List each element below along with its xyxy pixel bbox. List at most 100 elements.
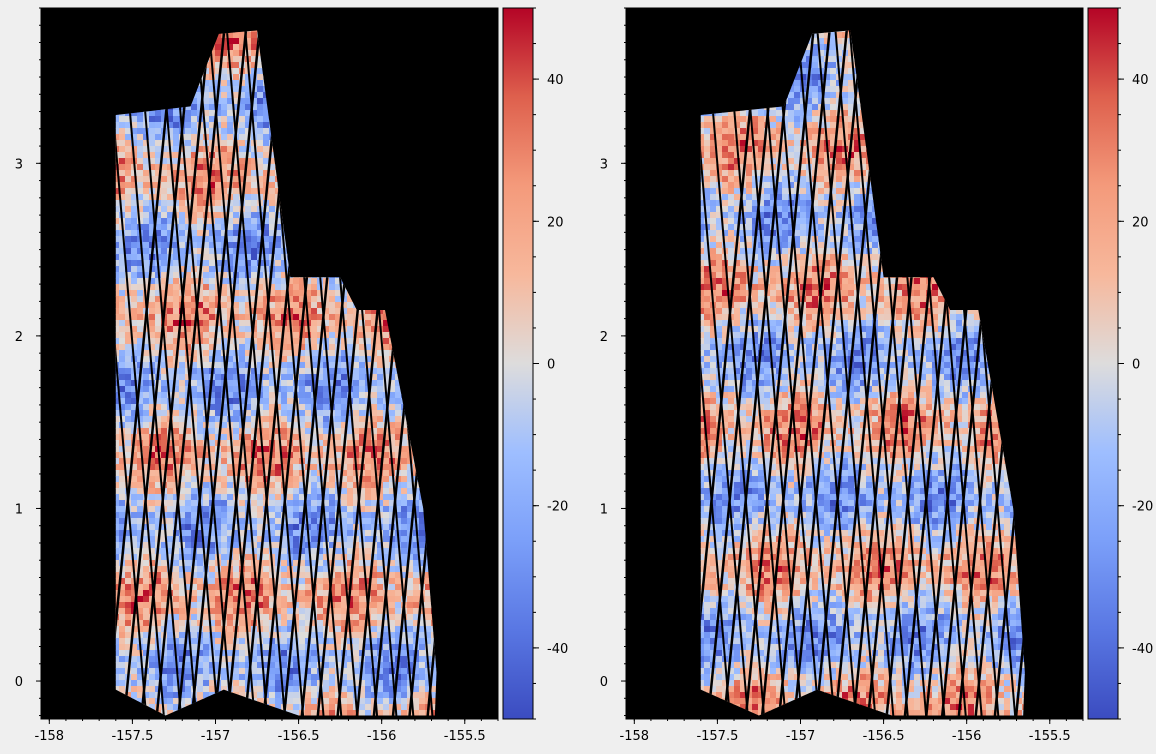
swath-cell bbox=[257, 218, 264, 225]
swath-cell bbox=[185, 326, 192, 333]
swath-cell bbox=[215, 338, 222, 345]
swath-cell bbox=[221, 314, 228, 321]
swath-cell bbox=[185, 146, 192, 153]
swath-cell bbox=[167, 122, 174, 129]
swath-cell bbox=[155, 236, 162, 243]
swath-cell bbox=[257, 170, 264, 177]
swath-cell bbox=[179, 326, 186, 333]
swath-cell bbox=[233, 170, 240, 177]
swath-cell bbox=[233, 176, 240, 183]
swath-cell bbox=[125, 134, 132, 141]
swath-cell bbox=[257, 356, 264, 363]
swath-cell bbox=[167, 290, 174, 297]
swath-cell bbox=[125, 332, 132, 339]
swath-cell bbox=[329, 302, 336, 309]
swath-cell bbox=[215, 188, 222, 195]
swath-cell bbox=[137, 206, 144, 213]
swath-cell bbox=[173, 326, 180, 333]
swath-cell bbox=[227, 122, 234, 129]
swath-cell bbox=[203, 158, 210, 165]
swath-cell bbox=[115, 254, 120, 261]
swath-cell bbox=[131, 296, 138, 303]
swath-cell bbox=[281, 302, 288, 309]
swath-cell bbox=[167, 266, 174, 273]
swath-cell bbox=[203, 74, 210, 81]
swath-cell bbox=[233, 110, 240, 117]
swath-cell bbox=[115, 140, 120, 147]
swath-cell bbox=[275, 290, 282, 297]
swath-cell bbox=[221, 68, 228, 75]
swath-cell bbox=[161, 200, 168, 207]
swath-cell bbox=[203, 230, 210, 237]
swath-cell bbox=[143, 362, 150, 369]
swath-cell bbox=[227, 338, 234, 345]
swath-cell bbox=[179, 248, 186, 255]
swath-cell bbox=[227, 170, 234, 177]
swath-cell bbox=[167, 194, 174, 201]
swath-cell bbox=[335, 380, 342, 387]
swath-cell bbox=[197, 92, 204, 99]
swath-cell bbox=[161, 236, 168, 243]
swath-cell bbox=[251, 200, 258, 207]
swath-cell bbox=[293, 332, 300, 339]
swath-cell bbox=[119, 266, 126, 273]
swath-cell bbox=[221, 50, 228, 57]
swath-cell bbox=[245, 38, 252, 45]
swath-cell bbox=[257, 236, 264, 243]
swath-cell bbox=[245, 260, 252, 267]
swath-cell bbox=[371, 374, 378, 381]
swath-cell bbox=[377, 392, 384, 399]
swath-cell bbox=[209, 350, 216, 357]
swath-cell bbox=[173, 158, 180, 165]
swath-cell bbox=[251, 98, 258, 105]
swath-cell bbox=[227, 356, 234, 363]
swath-cell bbox=[191, 350, 198, 357]
swath-cell bbox=[119, 182, 126, 189]
swath-cell bbox=[173, 152, 180, 159]
swath-cell bbox=[131, 176, 138, 183]
swath-cell bbox=[119, 290, 126, 297]
swath-cell bbox=[115, 266, 120, 273]
swath-cell bbox=[269, 326, 276, 333]
swath-cell bbox=[131, 290, 138, 297]
swath-cell bbox=[263, 122, 270, 129]
swath-cell bbox=[173, 134, 180, 141]
swath-cell bbox=[317, 332, 324, 339]
swath-cell bbox=[131, 242, 138, 249]
swath-cell bbox=[221, 296, 228, 303]
swath-cell bbox=[329, 314, 336, 321]
swath-cell bbox=[173, 332, 180, 339]
swath-cell bbox=[191, 206, 198, 213]
swath-cell bbox=[239, 284, 246, 291]
swath-cell bbox=[191, 158, 198, 165]
swath-cell bbox=[251, 284, 258, 291]
swath-cell bbox=[149, 386, 156, 393]
swath-cell bbox=[125, 176, 132, 183]
swath-cell bbox=[179, 380, 186, 387]
swath-cell bbox=[209, 278, 216, 285]
swath-cell bbox=[203, 92, 210, 99]
swath-cell bbox=[209, 122, 216, 129]
swath-cell bbox=[239, 86, 246, 93]
swath-cell bbox=[191, 392, 198, 399]
swath-cell bbox=[239, 302, 246, 309]
swath-cell bbox=[197, 284, 204, 291]
swath-cell bbox=[263, 218, 270, 225]
swath-cell bbox=[239, 230, 246, 237]
swath-cell bbox=[257, 116, 264, 123]
swath-cell bbox=[119, 146, 126, 153]
swath-cell bbox=[167, 320, 174, 327]
swath-cell bbox=[317, 302, 324, 309]
swath-cell bbox=[161, 278, 168, 285]
swath-cell bbox=[185, 332, 192, 339]
swath-cell bbox=[251, 254, 258, 261]
swath-cell bbox=[131, 188, 138, 195]
swath-cell bbox=[185, 158, 192, 165]
swath-cell bbox=[269, 236, 276, 243]
swath-cell bbox=[311, 380, 318, 387]
swath-cell bbox=[293, 308, 300, 315]
swath-cell bbox=[161, 230, 168, 237]
swath-cell bbox=[347, 350, 354, 357]
swath-cell bbox=[221, 80, 228, 87]
swath-cell bbox=[173, 380, 180, 387]
